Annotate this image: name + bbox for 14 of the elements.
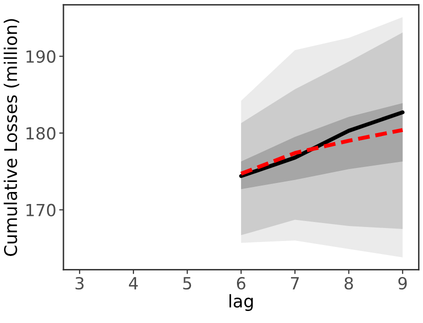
x-tick-label: 8 bbox=[344, 276, 353, 290]
y-tick-label: 190 bbox=[26, 50, 56, 63]
x-tick-label: 4 bbox=[128, 277, 138, 290]
y-tick-label: 170 bbox=[26, 204, 56, 216]
x-tick-label: 9 bbox=[398, 276, 407, 290]
x-tick-label: 6 bbox=[236, 276, 246, 290]
x-tick-label: 3 bbox=[76, 276, 84, 290]
y-axis-title: Cumulative Losses (million) bbox=[4, 19, 20, 256]
x-tick-label: 7 bbox=[291, 277, 299, 290]
line-series bbox=[239, 110, 405, 178]
line-series bbox=[239, 128, 405, 176]
x-tick-label: 5 bbox=[183, 277, 192, 290]
x-axis-title: lag bbox=[230, 294, 253, 311]
y-tick-label: 180 bbox=[26, 127, 56, 140]
